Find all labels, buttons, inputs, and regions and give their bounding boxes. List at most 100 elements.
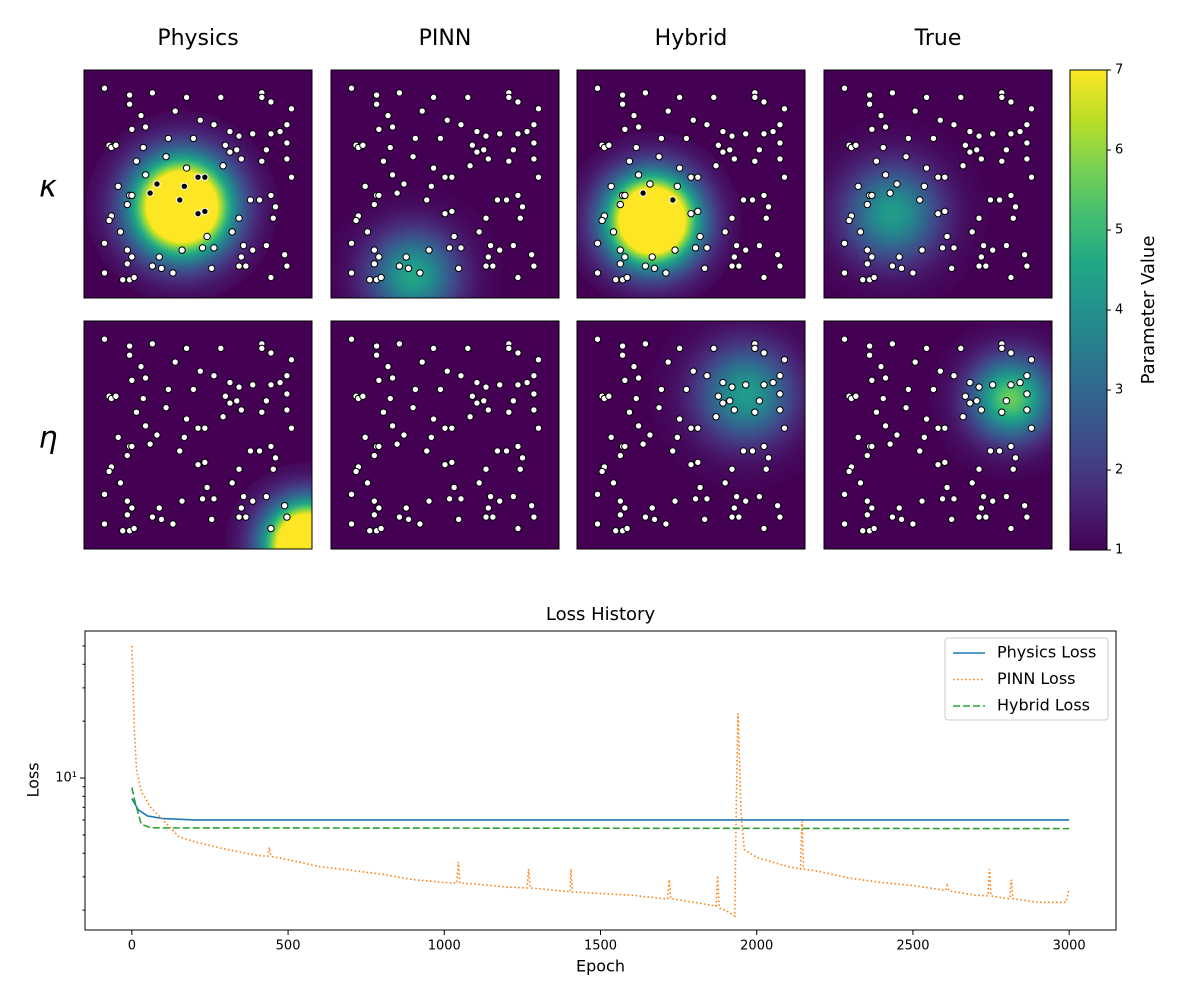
sensor-point — [840, 490, 849, 498]
sensor-point — [877, 111, 885, 120]
sensor-point — [370, 246, 379, 254]
sensor-point — [402, 253, 410, 261]
sensor-point — [977, 504, 986, 512]
sensor-point — [527, 501, 536, 510]
sensor-point — [840, 239, 849, 247]
sensor-point — [514, 130, 522, 138]
legend-label: Physics Loss — [997, 643, 1096, 662]
sensor-point — [258, 408, 266, 416]
sensor-point — [854, 182, 862, 190]
sensor-point — [703, 244, 711, 252]
sensor-point — [755, 397, 764, 405]
sensor-point — [762, 214, 770, 222]
sensor-point — [370, 511, 379, 519]
sensor-point — [258, 157, 266, 165]
sensor-point — [712, 413, 720, 421]
x-tick-label: 3000 — [1053, 939, 1086, 954]
sensor-point — [182, 164, 191, 172]
colorbar — [1069, 69, 1108, 551]
sensor-point — [975, 262, 983, 270]
sensor-point — [760, 349, 768, 357]
sensor-point — [675, 344, 684, 353]
colorbar-tick-label: 6 — [1115, 143, 1123, 158]
sensor-point — [691, 244, 700, 252]
sensor-point — [162, 403, 170, 412]
sensor-point — [249, 246, 257, 254]
sensor-point — [137, 362, 145, 371]
sensor-point — [148, 513, 157, 521]
sensor-point — [968, 228, 976, 236]
sensor-point — [255, 447, 264, 455]
sensor-point — [893, 431, 901, 439]
sensor-point — [400, 180, 408, 188]
sensor-point — [153, 431, 161, 439]
sensor-point — [283, 406, 291, 414]
sensor-point — [648, 253, 656, 261]
sensor-point — [1002, 241, 1011, 250]
sensor-point — [271, 203, 280, 211]
sensor-point — [139, 394, 147, 403]
sensor-point — [714, 392, 723, 400]
sensor-point — [375, 442, 383, 451]
sensor-point — [100, 520, 109, 528]
sensor-point — [445, 244, 454, 252]
sensor-point — [267, 442, 275, 451]
sensor-point — [464, 344, 472, 353]
sensor-point — [742, 381, 750, 389]
sensor-point — [845, 216, 853, 225]
sensor-point — [868, 376, 876, 384]
sensor-point — [598, 467, 606, 476]
sensor-point — [888, 89, 897, 97]
sensor-point — [593, 490, 602, 498]
sensor-point — [621, 253, 629, 261]
sensor-point — [941, 424, 949, 432]
sensor-point — [468, 141, 477, 149]
loss-line — [131, 787, 1070, 830]
sensor-point — [366, 527, 374, 535]
sensor-point — [235, 262, 243, 270]
sensor-point — [448, 424, 456, 432]
sensor-point — [502, 196, 511, 204]
sensor-point — [845, 467, 853, 476]
sensor-point — [961, 392, 970, 400]
sensor-point — [164, 134, 173, 143]
sensor-point — [730, 253, 739, 261]
sensor-point — [486, 492, 495, 501]
sensor-point — [361, 182, 369, 190]
sensor-point — [196, 116, 204, 124]
sensor-point — [730, 504, 739, 512]
sensor-point — [648, 504, 656, 512]
sensor-point — [1016, 127, 1024, 136]
sensor-point — [689, 116, 697, 124]
sensor-point — [516, 465, 524, 473]
legend-box — [944, 637, 1109, 721]
sensor-point — [662, 269, 670, 277]
colorbar-tick-label: 2 — [1115, 463, 1123, 478]
sensor-point — [989, 130, 997, 138]
sensor-point — [473, 399, 481, 407]
sensor-point — [489, 513, 497, 521]
sensor-point — [210, 244, 218, 252]
sensor-point — [728, 262, 736, 270]
sensor-point — [712, 162, 720, 170]
sensor-point — [262, 397, 271, 405]
sensor-point — [780, 173, 789, 181]
sensor-point — [694, 173, 702, 181]
sensor-point — [114, 182, 122, 190]
sensor-point — [219, 162, 227, 170]
sensor-point — [384, 362, 392, 371]
sensor-point — [957, 344, 965, 353]
sensor-point — [139, 143, 147, 152]
sensor-point — [280, 250, 289, 259]
sensor-point — [769, 127, 777, 136]
heatmap-panel — [577, 321, 805, 549]
sensor-point — [632, 394, 640, 403]
sensor-point — [146, 189, 154, 197]
sensor-point — [514, 381, 522, 389]
sensor-point — [1007, 524, 1015, 533]
sensor-point — [182, 415, 191, 423]
sensor-point — [934, 460, 942, 469]
sensor-point — [441, 173, 449, 181]
sensor-point — [1020, 250, 1029, 259]
sensor-point — [776, 139, 784, 147]
